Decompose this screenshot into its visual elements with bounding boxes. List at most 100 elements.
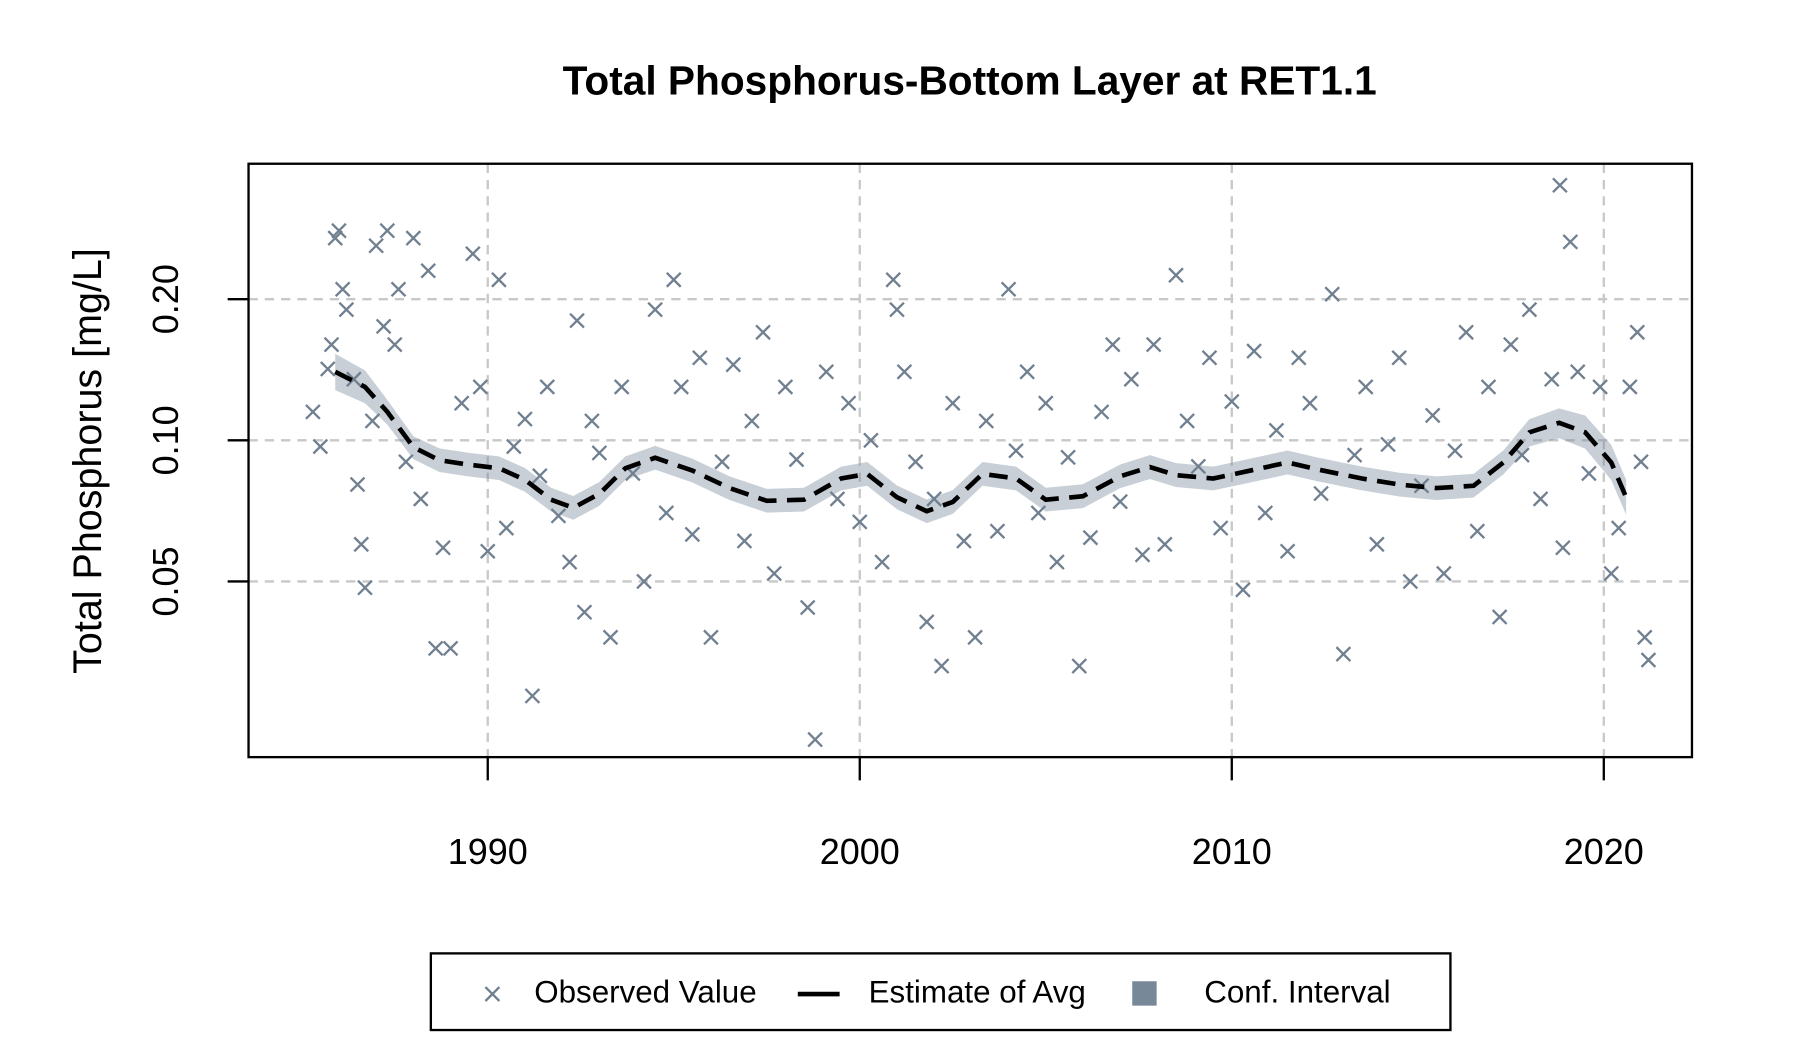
marker-stroke [379,222,396,239]
marker-stroke [766,565,782,582]
marker-stroke [1168,267,1184,283]
observed-point [1093,404,1110,420]
marker-stroke [777,379,794,395]
marker-stroke [874,554,890,570]
observed-point [435,539,451,556]
observed-point [1543,371,1560,388]
marker-stroke [591,445,608,461]
marker-stroke [334,281,351,298]
observed-point [465,245,481,262]
marker-stroke [420,262,437,279]
marker-stroke [1324,286,1341,302]
marker-stroke [517,411,533,427]
marker-stroke [1223,393,1240,410]
marker-stroke [1037,395,1054,411]
marker-stroke [1235,581,1251,598]
marker-stroke [561,554,578,570]
marker-stroke [1201,349,1218,366]
marker-stroke [1346,447,1363,463]
observed-point [1640,652,1657,668]
marker-stroke [1019,364,1035,380]
observed-point [576,604,593,620]
observed-point [1436,565,1452,582]
marker-stroke [442,640,459,657]
marker-stroke [338,301,355,318]
observed-point [1290,349,1307,366]
marker-stroke [1521,301,1538,318]
marker-stroke [550,508,567,524]
observed-point [926,491,942,507]
observed-point [956,533,972,549]
observed-point [591,445,608,461]
legend-label: Observed Value [534,974,756,1009]
marker-stroke [755,324,771,341]
observed-point [1622,379,1638,395]
observed-point [799,599,816,616]
observed-point [569,312,585,329]
marker-stroke [1071,658,1088,674]
marker-stroke [1257,505,1274,521]
observed-point [1447,442,1463,459]
marker-stroke [1514,447,1530,463]
marker-stroke [1123,371,1140,388]
marker-stroke [364,413,381,429]
plot-frame [247,162,1694,759]
marker-stroke [851,514,868,530]
observed-point [1123,371,1140,388]
observed-point [907,453,924,470]
marker-stroke [807,731,823,748]
marker-stroke [1622,379,1638,395]
observed-point [479,543,496,560]
marker-stroke [1610,520,1627,536]
observed-point [1257,505,1274,521]
observed-point [524,688,541,704]
observed-point [1313,485,1329,502]
marker-stroke [1369,536,1385,553]
observed-point [1246,343,1262,359]
marker-stroke [435,539,451,556]
observed-point [1134,546,1151,563]
observed-point [1555,539,1571,556]
marker-stroke [1480,379,1497,395]
marker-stroke [375,318,392,335]
marker-stroke [584,413,600,429]
observed-point [918,614,935,630]
marker-stroke [498,520,515,536]
observed-point [1212,520,1229,536]
observed-point [398,453,414,470]
marker-stroke [1030,505,1047,521]
marker-stroke [744,413,760,429]
marker-stroke [1629,324,1646,341]
observed-point [1610,520,1627,536]
marker-stroke [636,573,652,590]
x-tick-label: 2020 [1564,831,1644,872]
marker-stroke [1093,404,1110,420]
observed-point [613,379,630,395]
observed-point [1302,395,1318,411]
marker-stroke [684,526,701,543]
observed-point [1521,301,1538,318]
marker-stroke [1555,539,1571,556]
marker-stroke [1060,449,1076,466]
marker-stroke [1104,336,1121,353]
observed-point [1000,281,1017,298]
marker-stroke [1469,523,1486,539]
marker-stroke [319,361,336,377]
marker-stroke [799,599,816,616]
marker-stroke [569,312,585,329]
marker-stroke [863,432,879,449]
legend-label: Estimate of Avg [869,974,1086,1009]
observed-point [491,271,507,288]
y-tick-label: 0.10 [145,405,186,475]
marker-stroke [1633,453,1649,470]
marker-stroke [829,491,846,507]
marker-stroke [1313,485,1329,502]
observed-point [967,629,983,646]
observed-point [989,523,1006,539]
observed-point [1030,505,1047,521]
observed-point [506,438,522,455]
observed-point [1380,436,1396,453]
marker-stroke [818,364,835,380]
observed-point [338,301,355,318]
observed-point [364,413,381,429]
